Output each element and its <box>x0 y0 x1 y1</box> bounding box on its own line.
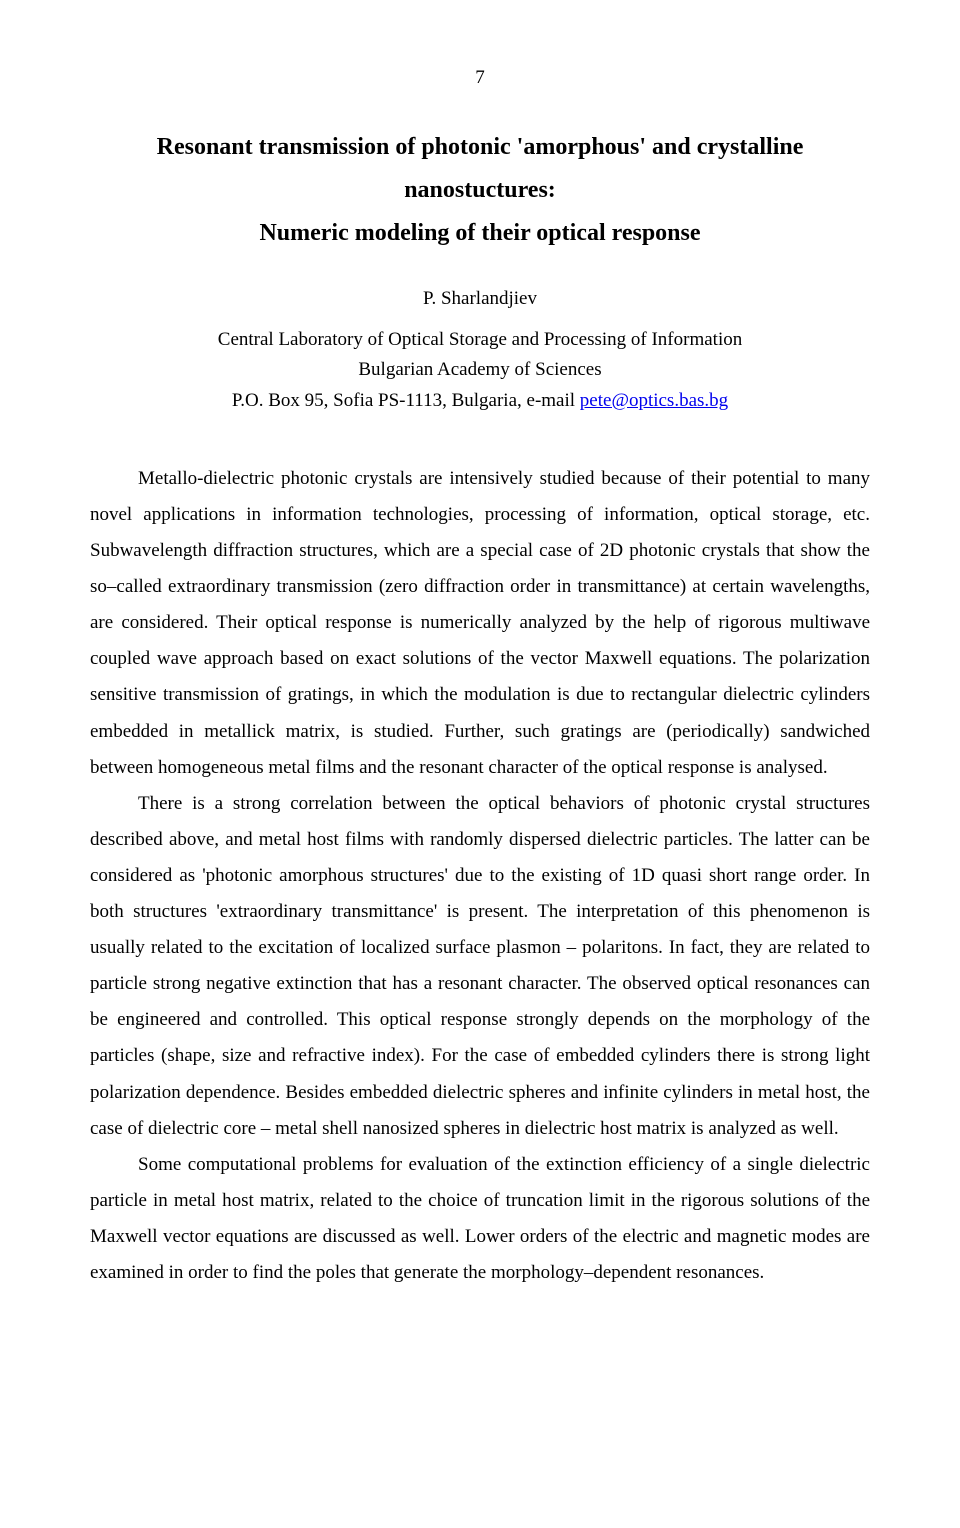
title-line-3: Numeric modeling of their optical respon… <box>259 220 700 246</box>
author-name: P. Sharlandjiev <box>90 281 870 317</box>
paragraph-3: Some computational problems for evaluati… <box>90 1147 870 1291</box>
paper-body: Metallo-dielectric photonic crystals are… <box>90 461 870 1291</box>
affiliation-line-3-prefix: P.O. Box 95, Sofia PS-1113, Bulgaria, e-… <box>232 390 580 411</box>
title-line-1: Resonant transmission of photonic 'amorp… <box>157 134 804 160</box>
paper-title: Resonant transmission of photonic 'amorp… <box>90 126 870 256</box>
page-number: 7 <box>90 60 870 96</box>
affiliation-line-2: Bulgarian Academy of Sciences <box>358 359 601 380</box>
paragraph-1: Metallo-dielectric photonic crystals are… <box>90 461 870 786</box>
paragraph-2: There is a strong correlation between th… <box>90 786 870 1147</box>
author-affiliation: Central Laboratory of Optical Storage an… <box>90 325 870 416</box>
title-line-2: nanostuctures: <box>404 177 556 203</box>
author-email-link[interactable]: pete@optics.bas.bg <box>580 390 728 411</box>
affiliation-line-1: Central Laboratory of Optical Storage an… <box>218 329 742 350</box>
